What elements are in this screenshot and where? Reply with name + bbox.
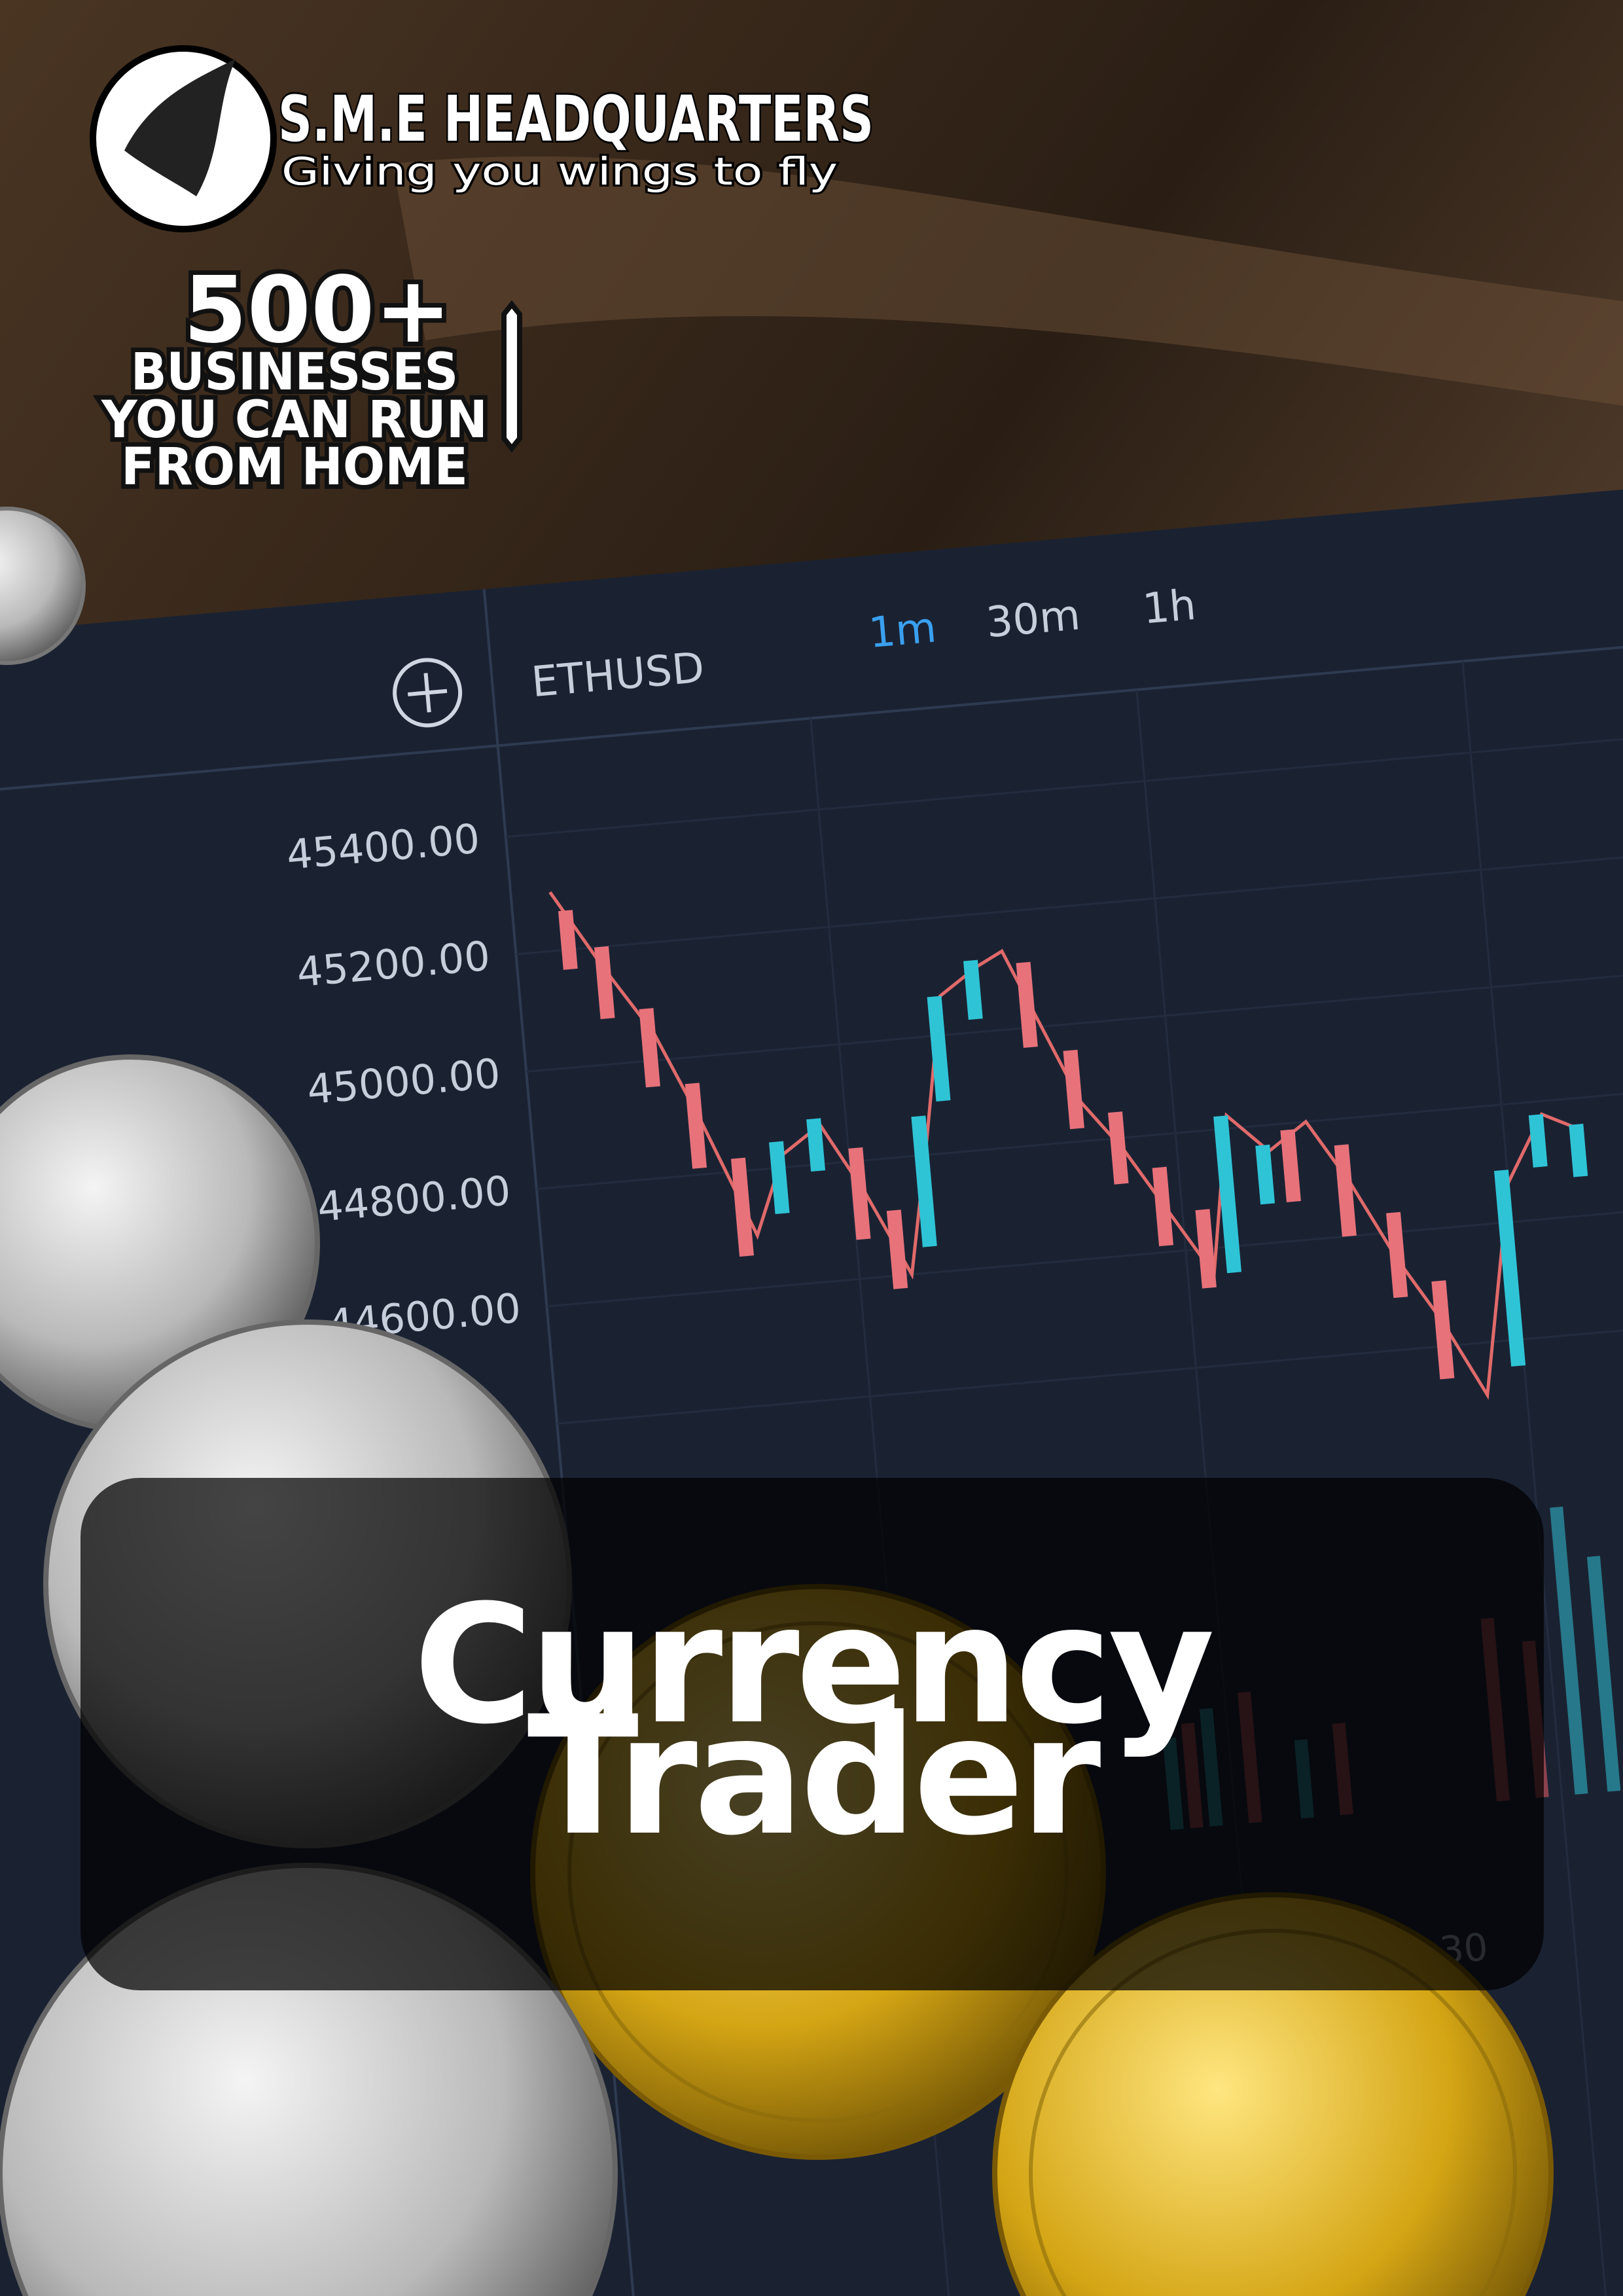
add-icon-cross (407, 673, 448, 713)
title-line: Currency (414, 1570, 1213, 1760)
wood-grain (393, 156, 1623, 406)
badge-line: FROM HOME (121, 438, 468, 497)
logo-name: S.M.E HEADQUARTERS (278, 82, 874, 156)
badge-bar (501, 300, 522, 453)
logo: S.M.E HEADQUARTERS Giving you wings to f… (90, 45, 876, 232)
title-box (80, 1478, 1544, 1990)
add-icon (393, 658, 463, 728)
badge: 500+ BUSINESSES YOU CAN RUN FROM HOME (96, 253, 522, 501)
badge-line: BUSINESSES (131, 343, 458, 402)
interval: 30m (984, 591, 1082, 647)
badge-line: YOU CAN RUN (101, 391, 488, 450)
interval: 1h (1141, 581, 1198, 634)
badge-count: 500+ (183, 257, 452, 364)
title-line: Trader (527, 1681, 1101, 1871)
logo-wing (124, 59, 236, 196)
interval: 1m (867, 603, 938, 658)
logo-tagline: Giving you wings to fly (281, 149, 838, 194)
silver-coin (0, 507, 86, 665)
